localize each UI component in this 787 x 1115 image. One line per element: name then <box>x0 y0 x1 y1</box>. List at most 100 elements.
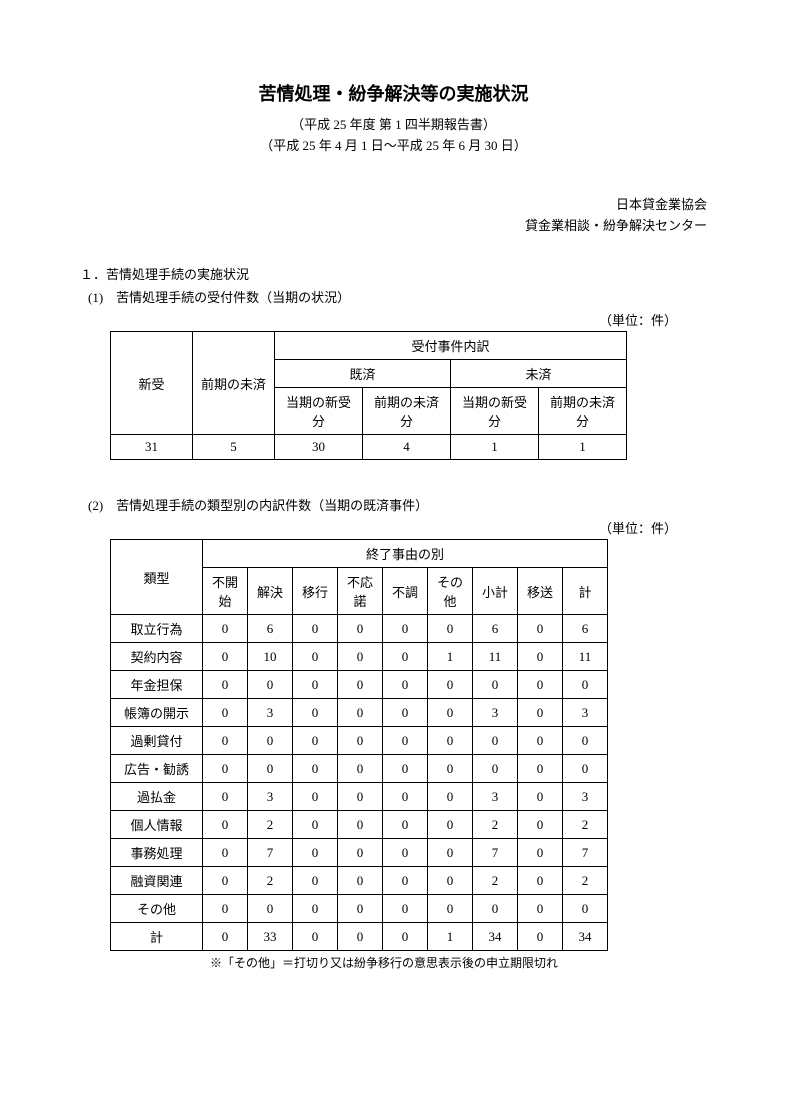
t2-value-cell: 0 <box>383 727 428 755</box>
t2-value-cell: 0 <box>293 895 338 923</box>
t2-value-cell: 0 <box>293 811 338 839</box>
t2-value-cell: 0 <box>293 867 338 895</box>
t2-value-cell: 0 <box>563 727 608 755</box>
t2-value-cell: 0 <box>203 755 248 783</box>
t2-value-cell: 0 <box>383 643 428 671</box>
t2-value-cell: 0 <box>338 923 383 951</box>
t2-value-cell: 0 <box>383 755 428 783</box>
t2-value-cell: 0 <box>518 811 563 839</box>
t2-value-cell: 11 <box>563 643 608 671</box>
subtitle-1: （平成 25 年度 第 1 四半期報告書） <box>80 114 707 133</box>
table-1: 新受 前期の未済 受付事件内訳 既済 未済 当期の新受分 前期の未済分 当期の新… <box>110 331 627 460</box>
t2-category-cell: 過払金 <box>111 783 203 811</box>
t2-value-cell: 0 <box>518 783 563 811</box>
t2-value-cell: 0 <box>428 755 473 783</box>
t2-value-cell: 0 <box>518 615 563 643</box>
t2-value-cell: 0 <box>203 727 248 755</box>
t2-value-cell: 0 <box>428 783 473 811</box>
t2-value-cell: 0 <box>338 783 383 811</box>
t2-value-cell: 0 <box>518 867 563 895</box>
t2-value-cell: 0 <box>203 615 248 643</box>
t2-value-cell: 0 <box>383 923 428 951</box>
t2-value-cell: 10 <box>248 643 293 671</box>
t2-h-ruikei: 類型 <box>111 540 203 615</box>
t2-value-cell: 0 <box>293 783 338 811</box>
table-2: 類型 終了事由の別 不開始解決移行不応諾不調その他小計移送計 取立行為06000… <box>110 539 608 951</box>
t2-value-cell: 0 <box>293 643 338 671</box>
t2-value-cell: 0 <box>338 671 383 699</box>
t2-category-cell: 広告・勧誘 <box>111 755 203 783</box>
t2-value-cell: 6 <box>473 615 518 643</box>
t2-value-cell: 0 <box>203 643 248 671</box>
t2-col-header: 解決 <box>248 568 293 615</box>
t2-value-cell: 0 <box>338 643 383 671</box>
t1-h-c3: 当期の新受分 <box>451 388 539 435</box>
t2-category-cell: 契約内容 <box>111 643 203 671</box>
t2-value-cell: 0 <box>518 671 563 699</box>
footnote: ※「その他」＝打切り又は紛争移行の意思表示後の申立期限切れ <box>210 954 707 971</box>
t2-category-cell: 取立行為 <box>111 615 203 643</box>
t2-col-header: 移送 <box>518 568 563 615</box>
t2-category-cell: その他 <box>111 895 203 923</box>
subtitle-2: （平成 25 年 4 月 1 日～平成 25 年 6 月 30 日） <box>80 135 707 154</box>
org-name-1: 日本貸金業協会 <box>80 194 707 213</box>
t1-h-kisai: 既済 <box>275 360 451 388</box>
t2-value-cell: 0 <box>473 727 518 755</box>
t2-value-cell: 0 <box>518 699 563 727</box>
t2-value-cell: 0 <box>428 895 473 923</box>
t2-value-cell: 0 <box>248 727 293 755</box>
t1-h-misai: 未済 <box>451 360 627 388</box>
t2-value-cell: 7 <box>248 839 293 867</box>
unit-label-1: （単位：件） <box>80 310 677 329</box>
t2-value-cell: 0 <box>338 699 383 727</box>
t2-value-cell: 0 <box>383 783 428 811</box>
t2-value-cell: 0 <box>383 867 428 895</box>
t2-category-cell: 年金担保 <box>111 671 203 699</box>
t2-value-cell: 3 <box>563 699 608 727</box>
t1-cell: 4 <box>363 435 451 460</box>
page-title: 苦情処理・紛争解決等の実施状況 <box>80 80 707 106</box>
t2-category-cell: 計 <box>111 923 203 951</box>
t2-value-cell: 0 <box>203 923 248 951</box>
t2-h-shuuryou: 終了事由の別 <box>203 540 608 568</box>
t2-value-cell: 0 <box>563 755 608 783</box>
t1-cell: 31 <box>111 435 193 460</box>
t2-value-cell: 0 <box>518 727 563 755</box>
t1-cell: 1 <box>539 435 627 460</box>
t2-value-cell: 2 <box>563 811 608 839</box>
t2-value-cell: 1 <box>428 923 473 951</box>
subsection-2-heading: (2) 苦情処理手続の類型別の内訳件数（当期の既済事件） <box>88 495 707 514</box>
t2-value-cell: 0 <box>293 839 338 867</box>
t2-value-cell: 2 <box>248 867 293 895</box>
t2-value-cell: 0 <box>248 671 293 699</box>
t1-h-zenki-misai: 前期の未済 <box>193 332 275 435</box>
t2-value-cell: 0 <box>293 755 338 783</box>
t2-value-cell: 1 <box>428 643 473 671</box>
t1-cell: 30 <box>275 435 363 460</box>
t1-h-c4: 前期の未済分 <box>539 388 627 435</box>
t2-value-cell: 0 <box>293 615 338 643</box>
t2-value-cell: 3 <box>473 699 518 727</box>
t2-value-cell: 0 <box>203 839 248 867</box>
t2-col-header: 不調 <box>383 568 428 615</box>
t2-category-cell: 個人情報 <box>111 811 203 839</box>
t2-value-cell: 0 <box>383 839 428 867</box>
subsection-1-heading: (1) 苦情処理手続の受付件数（当期の状況） <box>88 287 707 306</box>
t2-category-cell: 融資関連 <box>111 867 203 895</box>
t2-value-cell: 0 <box>383 671 428 699</box>
t2-value-cell: 2 <box>473 811 518 839</box>
t2-value-cell: 0 <box>518 923 563 951</box>
t2-col-header: 計 <box>563 568 608 615</box>
t2-category-cell: 事務処理 <box>111 839 203 867</box>
t2-value-cell: 0 <box>563 895 608 923</box>
t2-value-cell: 3 <box>563 783 608 811</box>
t2-value-cell: 34 <box>563 923 608 951</box>
t2-value-cell: 0 <box>293 699 338 727</box>
t2-value-cell: 0 <box>518 839 563 867</box>
t2-value-cell: 2 <box>248 811 293 839</box>
t1-h-uketsuke: 受付事件内訳 <box>275 332 627 360</box>
t2-value-cell: 0 <box>203 867 248 895</box>
t1-h-shinju: 新受 <box>111 332 193 435</box>
t2-value-cell: 0 <box>338 755 383 783</box>
t2-value-cell: 0 <box>203 671 248 699</box>
